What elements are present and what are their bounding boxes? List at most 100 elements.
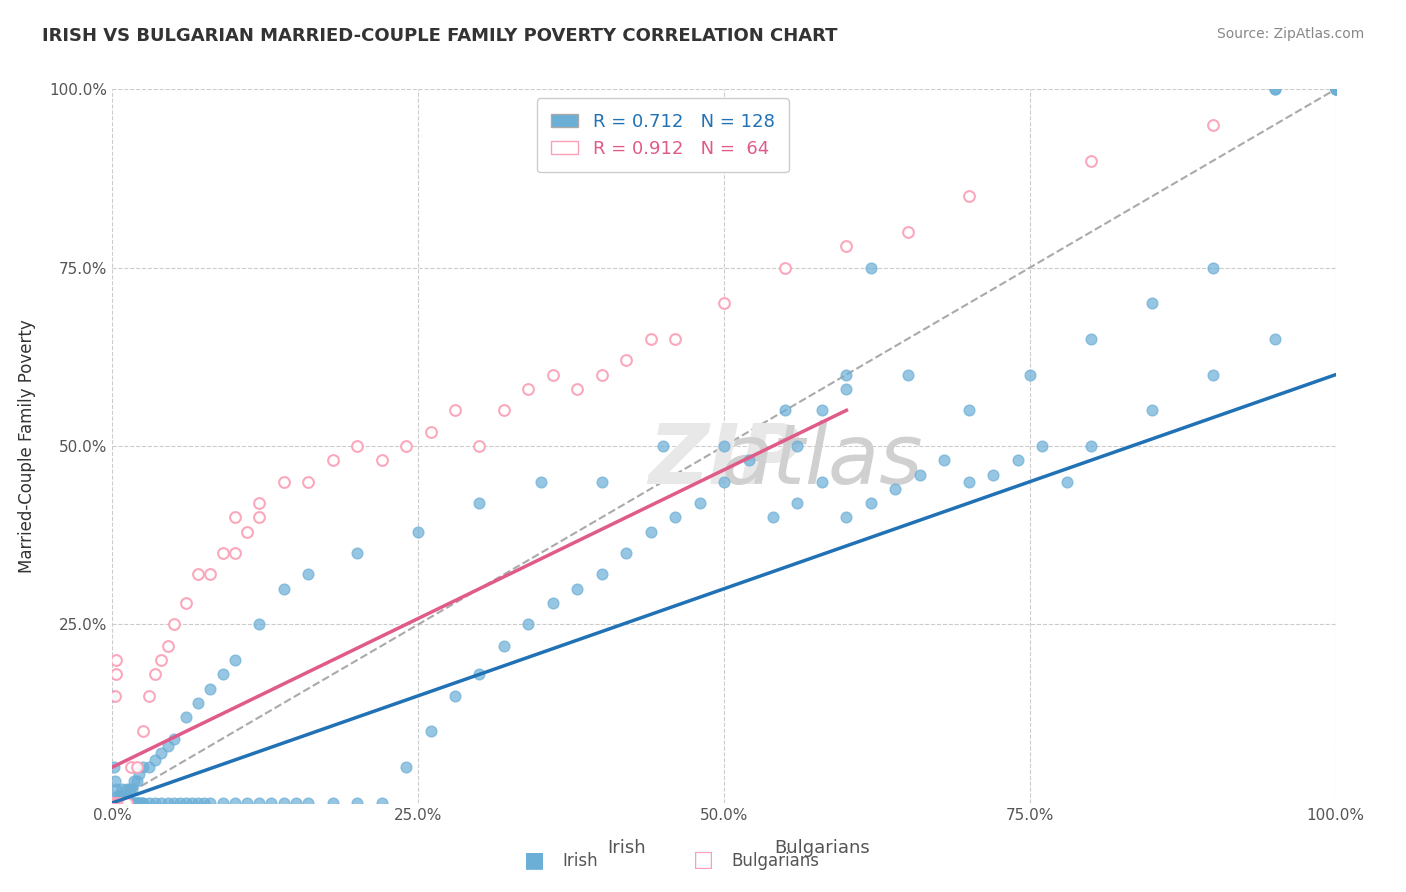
Text: Bulgarians: Bulgarians (775, 838, 870, 856)
Point (492, 639, 515, 653)
Point (541, 596, 564, 610)
Point (187, 567, 209, 582)
Point (1080, 332, 1102, 346)
Point (224, 653, 246, 667)
Point (105, 789, 128, 803)
Point (1324, 82, 1347, 96)
Point (131, 796, 153, 810)
Point (174, 796, 197, 810)
Point (614, 546, 637, 560)
Point (835, 382, 858, 396)
Point (114, 796, 136, 810)
Point (129, 796, 152, 810)
Point (713, 439, 735, 453)
Point (108, 796, 131, 810)
Point (101, 689, 124, 703)
Text: atlas: atlas (721, 420, 922, 500)
Legend: R = 0.712   N = 128, R = 0.912   N =  64: R = 0.712 N = 128, R = 0.912 N = 64 (537, 98, 789, 172)
Point (297, 567, 319, 582)
Point (1080, 153, 1102, 168)
Point (273, 475, 295, 489)
Point (120, 796, 142, 810)
Point (150, 796, 173, 810)
Point (104, 796, 127, 810)
Point (111, 781, 134, 796)
Point (957, 189, 980, 203)
Point (107, 789, 129, 803)
Point (150, 746, 173, 760)
Point (101, 796, 124, 810)
Point (346, 796, 368, 810)
Point (107, 796, 129, 810)
Point (124, 796, 146, 810)
Point (468, 439, 491, 453)
Point (762, 510, 785, 524)
Point (1031, 439, 1053, 453)
Point (124, 774, 146, 789)
Point (224, 510, 246, 524)
Point (1202, 260, 1225, 275)
Point (105, 796, 128, 810)
Point (156, 796, 179, 810)
Point (115, 796, 138, 810)
Point (187, 696, 209, 710)
Point (105, 796, 128, 810)
Point (1080, 439, 1102, 453)
Point (775, 260, 797, 275)
Text: Irish: Irish (607, 838, 645, 856)
Point (104, 796, 127, 810)
Point (111, 796, 134, 810)
Point (111, 796, 134, 810)
Point (260, 796, 283, 810)
Point (104, 689, 127, 703)
Point (859, 260, 882, 275)
Point (835, 368, 858, 382)
Point (105, 667, 128, 681)
Point (468, 496, 491, 510)
Point (1202, 118, 1225, 132)
Text: □: □ (693, 850, 713, 870)
Point (128, 796, 150, 810)
Point (247, 510, 270, 524)
Point (567, 382, 589, 396)
Point (664, 510, 686, 524)
Point (640, 524, 662, 539)
Point (117, 796, 139, 810)
Point (897, 368, 920, 382)
Point (163, 796, 186, 810)
Point (322, 453, 344, 467)
Text: ■: ■ (524, 850, 544, 870)
Point (1324, 82, 1347, 96)
Point (120, 760, 142, 774)
Point (591, 567, 613, 582)
Point (101, 796, 124, 810)
Point (859, 496, 882, 510)
Point (1324, 82, 1347, 96)
Point (884, 482, 907, 496)
Point (128, 767, 150, 781)
Point (284, 796, 308, 810)
Point (224, 546, 246, 560)
Point (107, 796, 129, 810)
Text: ZIP: ZIP (648, 420, 800, 500)
Point (273, 582, 295, 596)
Point (934, 453, 956, 467)
Point (370, 796, 392, 810)
Point (138, 689, 160, 703)
Point (1056, 475, 1078, 489)
Point (125, 760, 148, 774)
Point (408, 524, 430, 539)
Text: Irish: Irish (562, 852, 598, 870)
Point (211, 796, 233, 810)
Point (541, 368, 564, 382)
Point (517, 617, 540, 632)
Point (1264, 332, 1286, 346)
Text: Bulgarians: Bulgarians (731, 852, 820, 870)
Point (664, 332, 686, 346)
Point (200, 681, 222, 696)
Point (529, 475, 551, 489)
Point (835, 510, 858, 524)
Point (118, 781, 141, 796)
Point (1324, 82, 1347, 96)
Point (640, 332, 662, 346)
